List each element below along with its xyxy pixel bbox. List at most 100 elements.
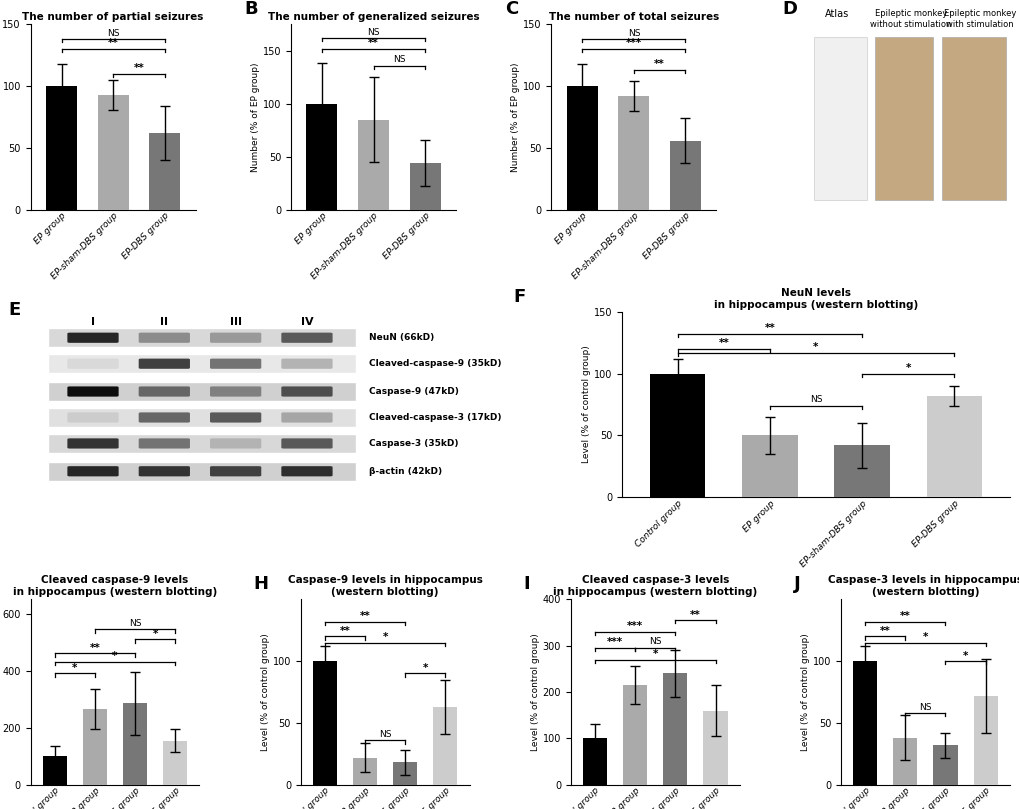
Text: F: F: [514, 288, 526, 306]
Text: E: E: [8, 301, 20, 319]
Bar: [932, 745, 957, 785]
Bar: [306, 104, 337, 210]
Title: Cleaved caspase-9 levels
in hippocampus (western blotting): Cleaved caspase-9 levels in hippocampus …: [13, 575, 217, 597]
Text: NS: NS: [367, 28, 379, 36]
Bar: [834, 445, 889, 498]
Text: *: *: [72, 663, 77, 673]
Text: NS: NS: [809, 396, 821, 404]
Text: *: *: [422, 663, 428, 673]
Text: II: II: [160, 317, 168, 328]
FancyBboxPatch shape: [67, 332, 118, 343]
FancyBboxPatch shape: [139, 438, 190, 448]
Bar: [433, 707, 458, 785]
FancyBboxPatch shape: [281, 438, 332, 448]
Bar: [662, 673, 687, 785]
Title: Caspase-3 levels in hippocampus
(western blotting): Caspase-3 levels in hippocampus (western…: [827, 575, 1019, 597]
Text: NeuN (66kD): NeuN (66kD): [369, 333, 434, 342]
Text: *: *: [652, 649, 657, 659]
Text: H: H: [253, 575, 268, 593]
FancyBboxPatch shape: [139, 413, 190, 422]
Y-axis label: Level (% of control group): Level (% of control group): [582, 345, 591, 464]
FancyBboxPatch shape: [281, 358, 332, 369]
Text: **: **: [108, 39, 118, 49]
Text: NS: NS: [128, 619, 142, 628]
Bar: [893, 738, 916, 785]
Bar: [83, 709, 107, 785]
Bar: [149, 133, 180, 210]
Title: NeuN levels
in hippocampus (western blotting): NeuN levels in hippocampus (western blot…: [713, 288, 917, 310]
Bar: [649, 374, 704, 498]
Text: β-actin (42kD): β-actin (42kD): [369, 467, 442, 476]
Text: *: *: [812, 342, 818, 352]
Bar: [358, 120, 388, 210]
Text: **: **: [339, 626, 350, 636]
Text: Epileptic monkey
without stimulation: Epileptic monkey without stimulation: [869, 10, 951, 29]
Text: *: *: [962, 650, 967, 660]
FancyBboxPatch shape: [210, 387, 261, 396]
Text: IV: IV: [301, 317, 313, 328]
Text: Atlas: Atlas: [824, 10, 849, 19]
Bar: [392, 762, 417, 785]
Text: Caspase-9 (47kD): Caspase-9 (47kD): [369, 387, 459, 396]
Bar: [852, 661, 876, 785]
Title: The number of partial seizures: The number of partial seizures: [22, 12, 204, 22]
FancyBboxPatch shape: [281, 466, 332, 477]
Text: *: *: [382, 632, 387, 642]
FancyBboxPatch shape: [281, 332, 332, 343]
FancyBboxPatch shape: [210, 438, 261, 448]
FancyBboxPatch shape: [48, 434, 356, 453]
Text: NS: NS: [648, 637, 661, 646]
Text: J: J: [793, 575, 800, 593]
Text: **: **: [717, 338, 729, 349]
Text: *: *: [153, 629, 158, 638]
Text: *: *: [922, 632, 927, 642]
Text: **: **: [763, 324, 774, 333]
Text: Caspase-3 (35kD): Caspase-3 (35kD): [369, 439, 459, 448]
Text: **: **: [690, 609, 700, 620]
FancyBboxPatch shape: [210, 332, 261, 343]
Y-axis label: Level (% of control group): Level (% of control group): [530, 633, 539, 751]
FancyBboxPatch shape: [210, 413, 261, 422]
Text: I: I: [91, 317, 95, 328]
Text: Epileptic monkey
with stimulation: Epileptic monkey with stimulation: [943, 10, 1015, 29]
FancyBboxPatch shape: [67, 358, 118, 369]
Text: *: *: [112, 651, 117, 662]
FancyBboxPatch shape: [48, 409, 356, 427]
FancyBboxPatch shape: [281, 413, 332, 422]
Y-axis label: Number (% of EP group): Number (% of EP group): [251, 62, 260, 172]
Y-axis label: Level (% of control group): Level (% of control group): [261, 633, 270, 751]
FancyBboxPatch shape: [874, 37, 931, 201]
Bar: [410, 163, 440, 210]
FancyBboxPatch shape: [67, 387, 118, 396]
Bar: [973, 696, 997, 785]
FancyBboxPatch shape: [67, 413, 118, 422]
Text: NS: NS: [392, 55, 406, 64]
FancyBboxPatch shape: [48, 462, 356, 481]
Text: D: D: [782, 0, 796, 18]
Text: ***: ***: [606, 637, 623, 647]
FancyBboxPatch shape: [139, 466, 190, 477]
Text: **: **: [90, 643, 100, 653]
FancyBboxPatch shape: [139, 387, 190, 396]
Bar: [98, 95, 128, 210]
FancyBboxPatch shape: [67, 466, 118, 477]
Bar: [926, 396, 981, 498]
Title: Cleaved caspase-3 levels
in hippocampus (western blotting): Cleaved caspase-3 levels in hippocampus …: [552, 575, 757, 597]
Text: **: **: [899, 611, 910, 621]
Bar: [669, 141, 700, 210]
Text: **: **: [368, 38, 378, 48]
FancyBboxPatch shape: [281, 387, 332, 396]
Text: NS: NS: [107, 28, 119, 38]
Text: NS: NS: [378, 730, 391, 739]
Text: **: **: [653, 60, 664, 70]
Title: The number of total seizures: The number of total seizures: [548, 12, 718, 22]
FancyBboxPatch shape: [210, 466, 261, 477]
Bar: [703, 710, 727, 785]
Bar: [43, 756, 66, 785]
FancyBboxPatch shape: [813, 37, 866, 201]
Bar: [567, 86, 597, 210]
Bar: [123, 703, 147, 785]
Bar: [163, 740, 187, 785]
Bar: [313, 661, 336, 785]
Bar: [623, 685, 647, 785]
